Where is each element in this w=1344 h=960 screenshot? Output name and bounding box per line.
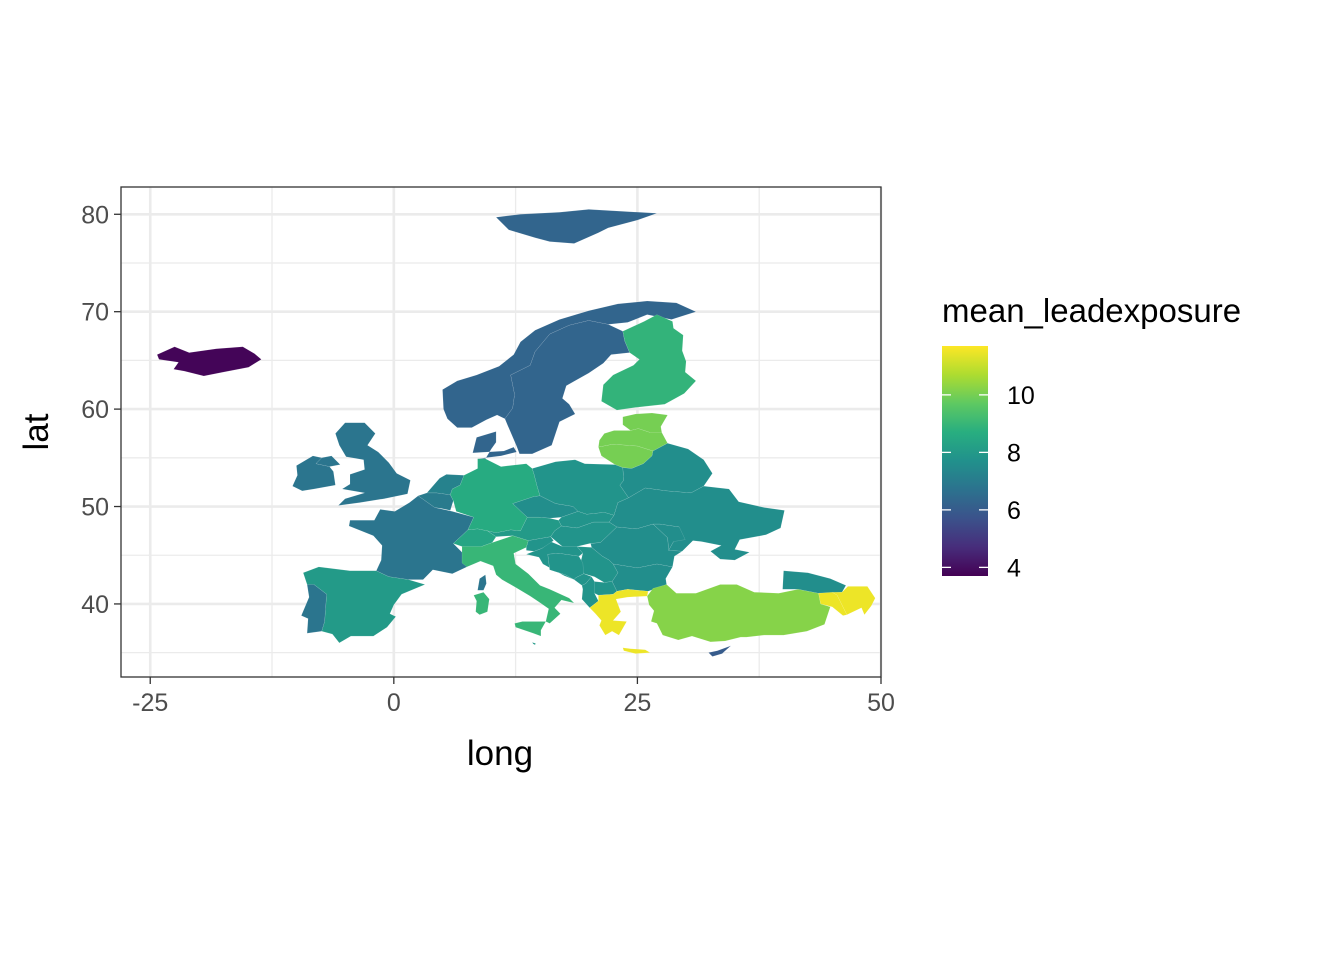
region-italy	[473, 591, 490, 615]
region-azerbaijan	[831, 586, 876, 616]
region-ireland	[292, 455, 336, 492]
region-spain	[302, 566, 426, 644]
legend-tick-label: 10	[1007, 382, 1035, 410]
region-italy	[461, 535, 575, 624]
region-estonia	[622, 412, 668, 433]
region-albania	[581, 576, 599, 609]
legend-tick-label: 6	[1007, 497, 1021, 525]
region-iceland	[156, 346, 262, 377]
x-axis-title: long	[467, 734, 533, 773]
region-cyprus	[708, 645, 732, 657]
region-greece	[589, 589, 649, 636]
region-finland	[601, 314, 697, 411]
region-italy	[514, 621, 547, 637]
x-tick-label: 0	[387, 689, 401, 717]
region-turkey	[646, 584, 831, 643]
region-austria	[487, 517, 562, 541]
legend: mean_leadexposure 4 6 8 10	[942, 292, 1241, 582]
region-svalbard	[495, 209, 657, 244]
y-tick-label: 80	[81, 201, 109, 229]
region-greece	[622, 647, 651, 654]
panel-border	[120, 186, 882, 678]
region-united-kingdom	[335, 422, 411, 506]
y-tick-label: 50	[81, 494, 109, 522]
legend-title: mean_leadexposure	[942, 292, 1241, 329]
legend-tick-label: 8	[1007, 439, 1021, 467]
y-axis-title: lat	[17, 413, 56, 450]
region-slovenia	[526, 536, 554, 552]
x-tick-label: 25	[624, 689, 652, 717]
y-tick-label: 40	[81, 591, 109, 619]
x-tick-label: -25	[132, 689, 168, 717]
region-france	[348, 495, 474, 580]
region-georgia	[782, 570, 847, 594]
y-tick-label: 70	[81, 299, 109, 327]
region-romania	[590, 523, 683, 569]
region-armenia	[818, 591, 848, 616]
region-north-macedonia	[594, 581, 618, 596]
x-tick-label: 50	[867, 689, 895, 717]
region-france	[477, 574, 487, 591]
y-tick-label: 60	[81, 396, 109, 424]
region-belarus	[619, 442, 713, 499]
region-malta	[531, 642, 536, 646]
legend-tick-label: 4	[1007, 554, 1021, 582]
axes: -25 0 25 50 40 50 60 70 80	[81, 201, 895, 717]
region-moldova	[652, 523, 686, 552]
map-layer	[156, 209, 876, 657]
legend-colorbar	[942, 346, 988, 576]
region-portugal	[301, 584, 327, 634]
